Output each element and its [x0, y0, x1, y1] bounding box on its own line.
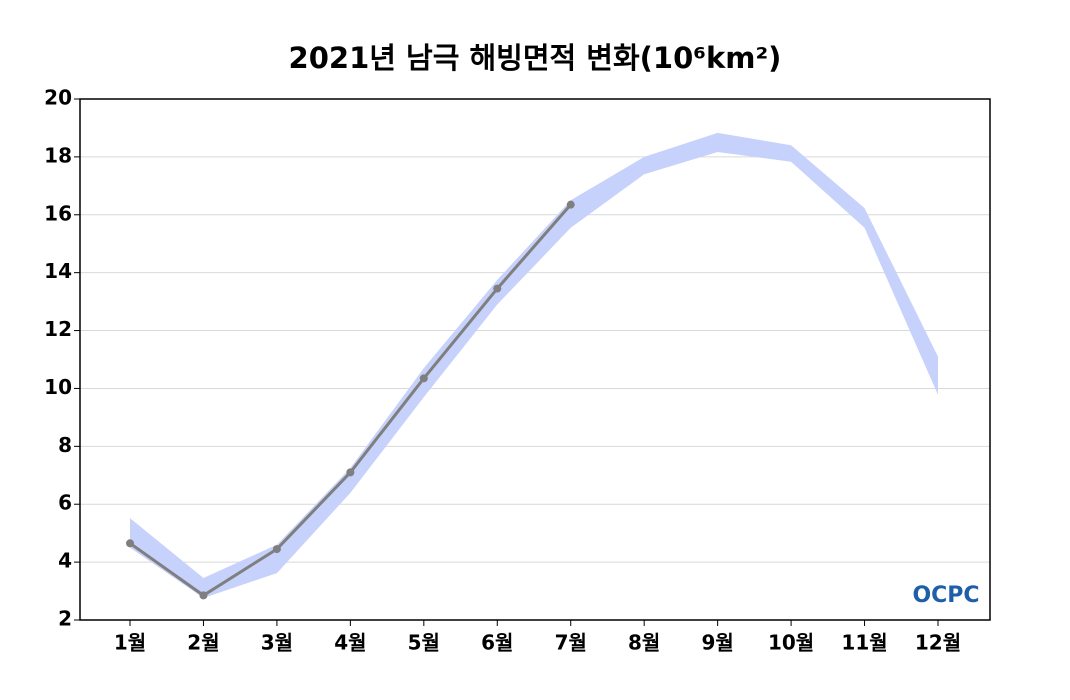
- point: [566, 200, 575, 209]
- x-tick-label: 6월: [481, 631, 513, 655]
- x-tick-label: 2월: [187, 631, 219, 655]
- y-tick-label: 4: [58, 549, 72, 573]
- point: [272, 545, 281, 554]
- y-tick-label: 20: [44, 86, 72, 110]
- point: [419, 374, 428, 383]
- y-tick-label: 16: [44, 201, 72, 225]
- x-tick-label: 4월: [334, 631, 366, 655]
- y-tick-label: 6: [58, 491, 72, 515]
- range-band: [130, 132, 938, 599]
- y-tick-label: 12: [44, 317, 72, 341]
- x-tick-label: 5월: [408, 631, 440, 655]
- y-tick-label: 2: [58, 607, 72, 631]
- x-tick-label: 10월: [768, 631, 814, 655]
- plot-frame: [79, 98, 991, 621]
- point: [126, 539, 134, 548]
- series-line: [129, 203, 572, 598]
- y-tick-label: 10: [44, 375, 72, 399]
- point: [346, 468, 355, 477]
- x-tick-label: 8월: [628, 631, 660, 655]
- y-tick-label: 8: [58, 433, 72, 457]
- x-tick-label: 7월: [555, 631, 587, 655]
- y-tick-label: 14: [44, 259, 72, 283]
- y-tick-label: 18: [44, 143, 72, 167]
- x-tick-label: 1월: [114, 631, 146, 655]
- x-tick-label: 9월: [701, 631, 733, 655]
- x-tick-label: 11월: [841, 631, 887, 655]
- logo: OCPC: [912, 583, 979, 608]
- x-tick-label: 12월: [915, 631, 961, 655]
- chart-title: 2021년 남극 해빙면적 변화(10⁶km²): [289, 41, 782, 75]
- point: [199, 591, 208, 600]
- point: [493, 284, 502, 293]
- x-tick-label: 3월: [261, 631, 293, 655]
